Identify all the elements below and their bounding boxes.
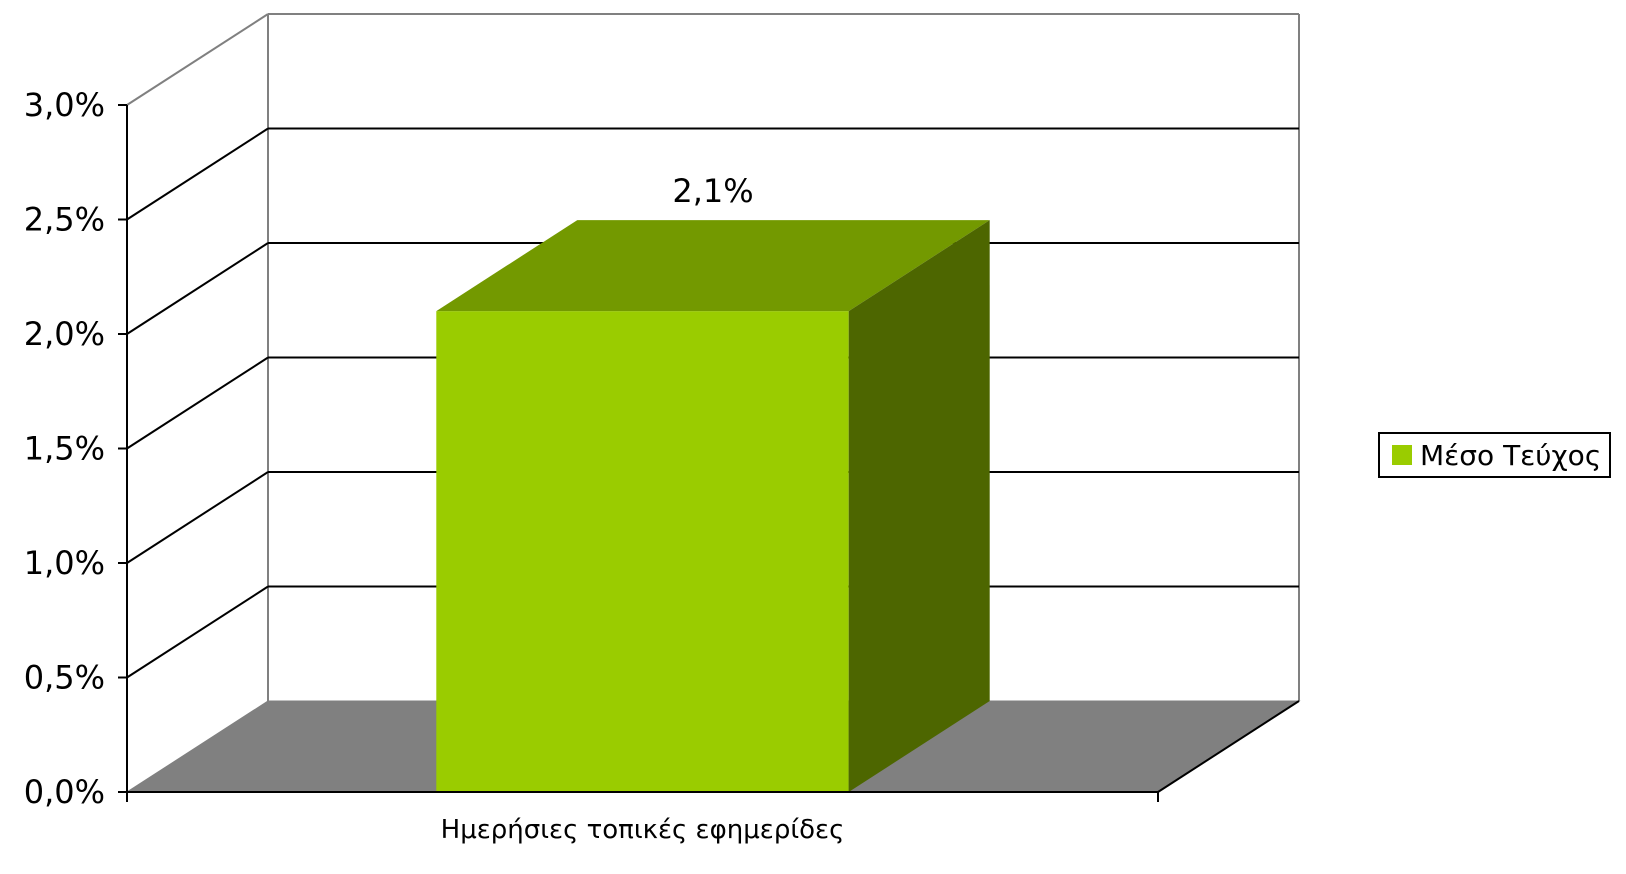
y-tick-label-6: 3,0% [24,86,105,124]
gridline-side-1 [126,585,269,679]
bars [436,220,990,793]
y-tick-label-5: 2,5% [24,201,105,239]
y-tick-label-1: 0,5% [24,659,105,697]
floor-right-edge [1157,700,1300,793]
gridline-side-3 [126,356,269,450]
legend-label-series-1: Μέσο Τεύχος [1420,438,1602,472]
y-tick-label-3: 1,5% [24,430,105,468]
gridline-side-2 [126,471,269,564]
y-tick-label-0: 0,0% [24,773,105,811]
axes [118,104,1300,802]
legend: Μέσο Τεύχος [1378,432,1612,478]
bar-side-0 [848,220,990,793]
bar-front-0 [436,311,849,792]
labels: 2,1% Ημερήσιες τοπικές εφημερίδες 0,0% 0,5%… [24,86,845,845]
category-label-0: Ημερήσιες τοπικές εφημερίδες [441,815,845,845]
y-tick-label-4: 2,0% [24,315,105,353]
side-wall-top-edge [126,13,269,106]
gridline-side-4 [126,242,269,335]
legend-swatch [1392,445,1412,465]
data-label-0: 2,1% [672,172,753,210]
y-tick-label-2: 1,0% [24,544,105,582]
gridline-side-5 [126,127,269,221]
bar-top-0 [436,220,990,312]
